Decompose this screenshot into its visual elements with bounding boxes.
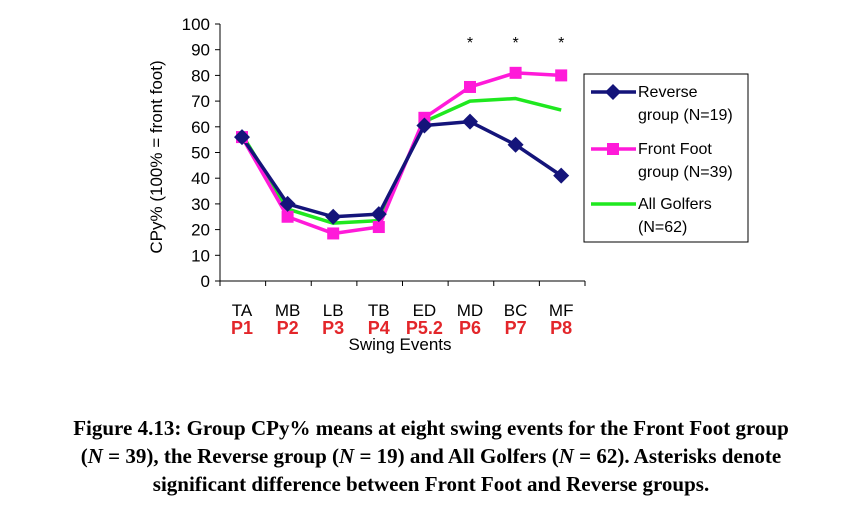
- x-tick-label: BC: [504, 301, 528, 320]
- phase-label: P4: [368, 318, 390, 338]
- y-tick-label: 90: [191, 41, 210, 60]
- y-tick-label: 20: [191, 221, 210, 240]
- caption-line-2-part-b: = 39), the Reverse group (: [102, 444, 340, 468]
- y-tick-label: 70: [191, 92, 210, 111]
- data-point-diamond: [234, 129, 250, 146]
- data-point-square: [555, 69, 568, 82]
- legend-label: (N=62): [638, 219, 687, 236]
- y-tick-label: 60: [191, 118, 210, 137]
- caption-line-2-part-a: (: [80, 444, 88, 468]
- y-tick-label: 40: [191, 169, 210, 188]
- legend-marker-square: [607, 143, 619, 155]
- caption-line-2: (N = 39), the Reverse group (N = 19) and…: [0, 442, 862, 470]
- data-point-square: [281, 210, 294, 223]
- phase-label: P3: [322, 318, 344, 338]
- x-axis-title: Swing Events: [349, 335, 452, 354]
- y-tick-label: 100: [182, 15, 210, 34]
- y-tick-label: 0: [201, 272, 210, 291]
- x-tick-label: MF: [549, 301, 574, 320]
- x-tick-label: MD: [457, 301, 483, 320]
- phase-label: P6: [459, 318, 481, 338]
- x-tick-label: MB: [275, 301, 301, 320]
- chart: 0 10 20 30 40 50 60 70 80 90 100 TA MB LB TB ED MD BC MF P1…: [147, 15, 749, 354]
- figure-caption: Figure 4.13: Group CPy% means at eight s…: [0, 414, 862, 498]
- y-axis-title: CPy% (100% = front foot): [147, 60, 166, 253]
- caption-line-2-part-d: = 62). Asterisks denote: [573, 444, 782, 468]
- data-point-diamond: [507, 136, 524, 153]
- legend-marker-diamond: [605, 84, 621, 100]
- y-tick-label: 80: [191, 66, 210, 85]
- legend-label: group (N=39): [638, 164, 733, 181]
- phase-label: P8: [550, 318, 572, 338]
- phase-label: P7: [505, 318, 527, 338]
- y-tick-label: 50: [191, 144, 210, 163]
- data-point-diamond: [325, 208, 342, 225]
- data-point-diamond: [416, 117, 433, 134]
- legend: Reverse group (N=19) Front Foot group (N=39…: [583, 73, 749, 243]
- caption-n-1: N: [87, 444, 103, 468]
- caption-n-2: N: [339, 444, 355, 468]
- y-tick-label: 10: [191, 246, 210, 265]
- legend-label: Reverse: [638, 84, 698, 101]
- y-tick-label: 30: [191, 195, 210, 214]
- significance-asterisk: *: [558, 35, 564, 52]
- legend-label: group (N=19): [638, 107, 733, 124]
- caption-line-2-part-c: = 19) and All Golfers (: [354, 444, 559, 468]
- data-point-diamond: [370, 206, 387, 223]
- data-point-diamond: [462, 113, 478, 130]
- legend-label: All Golfers: [638, 196, 712, 213]
- data-point-square: [327, 227, 340, 240]
- phase-label: P1: [231, 318, 253, 338]
- caption-line-1: Figure 4.13: Group CPy% means at eight s…: [73, 416, 789, 440]
- x-tick-label: TA: [232, 301, 253, 320]
- significance-asterisk: *: [467, 35, 473, 52]
- x-tick-label: ED: [413, 301, 437, 320]
- data-point-square: [464, 80, 476, 93]
- x-tick-label: TB: [368, 301, 390, 320]
- caption-n-3: N: [558, 444, 574, 468]
- data-point-diamond: [279, 195, 296, 212]
- data-point-square: [509, 66, 522, 79]
- legend-box: [583, 73, 749, 243]
- x-tick-label: LB: [323, 301, 344, 320]
- series-line: [240, 119, 563, 219]
- significance-asterisk: *: [512, 35, 518, 52]
- data-point-square: [372, 221, 385, 234]
- phase-label: P2: [277, 318, 299, 338]
- phase-label: P5.2: [406, 318, 443, 338]
- legend-label: Front Foot: [638, 141, 712, 158]
- caption-line-3: significant difference between Front Foo…: [152, 472, 710, 496]
- plot-area: 0 10 20 30 40 50 60 70 80 90 100 TA MB LB TB ED MD BC MF P1…: [147, 15, 586, 354]
- data-point-diamond: [553, 167, 570, 184]
